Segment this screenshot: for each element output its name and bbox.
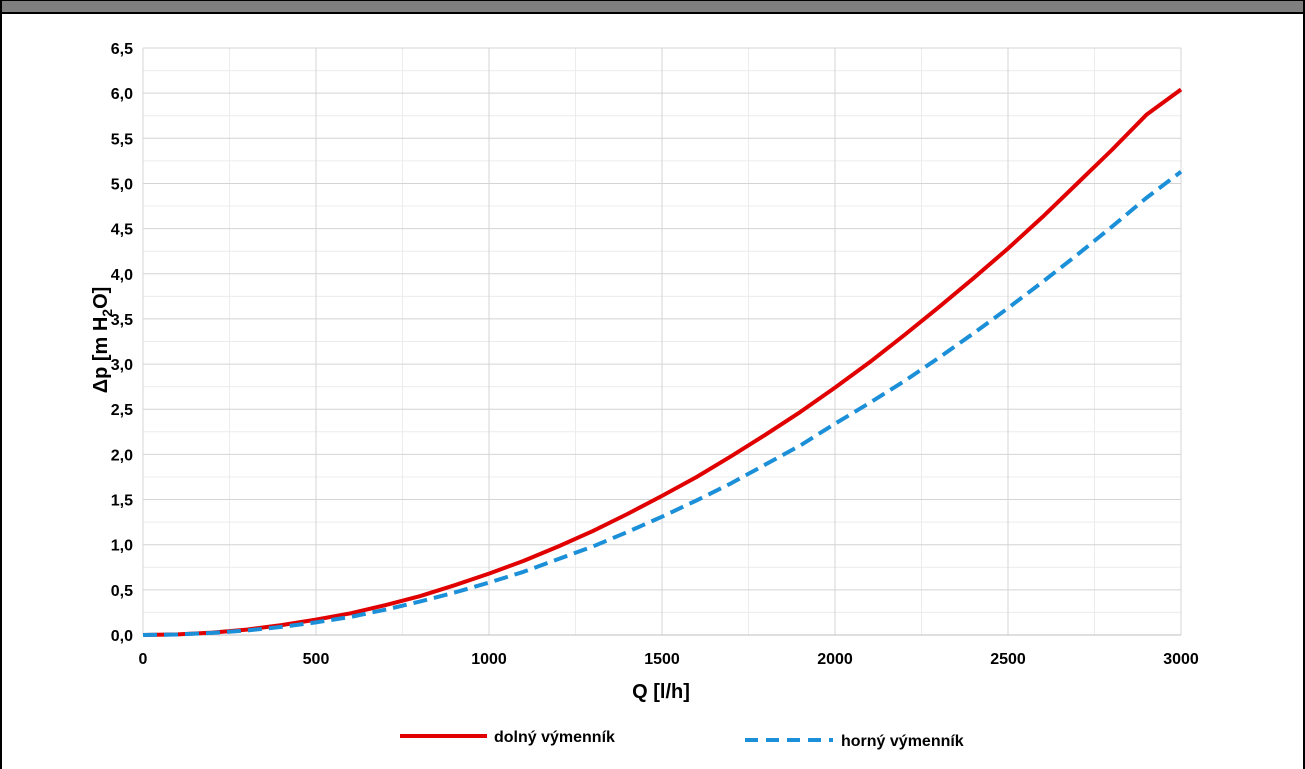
- y-tick-label: 4,5: [111, 222, 133, 239]
- series-layer: [142, 87, 1183, 637]
- axes: [142, 48, 1181, 636]
- series-line-dolny: [142, 87, 1183, 637]
- x-tick-labels: 0 500 1000 1500 2000 2500 3000: [139, 651, 1199, 668]
- y-tick-label: 6,5: [111, 41, 133, 58]
- y-tick-label: 0,5: [111, 583, 133, 600]
- y-tick-label: 1,0: [111, 538, 133, 555]
- series-line-horny: [142, 170, 1183, 637]
- y-tick-label: 0,0: [111, 628, 133, 645]
- y-tick-label: 5,0: [111, 176, 133, 193]
- y-axis-title-end: O]: [90, 287, 112, 309]
- x-tick-label: 3000: [1163, 651, 1199, 668]
- y-tick-label: 1,5: [111, 493, 133, 510]
- x-tick-label: 2500: [990, 651, 1026, 668]
- y-tick-label: 2,0: [111, 447, 133, 464]
- y-tick-label: 2,5: [111, 402, 133, 419]
- x-tick-label: 1500: [644, 651, 680, 668]
- y-tick-label: 5,5: [111, 131, 133, 148]
- legend-label-horny: horný výmenník: [841, 733, 964, 750]
- y-axis-title-subscript: 2: [99, 309, 115, 317]
- y-tick-labels: 0,0 0,5 1,0 1,5 2,0 2,5 3,0 3,5 4,0 4,5 5,0 5,5 6,0 6…: [111, 41, 133, 645]
- legend-label-dolny: dolný výmenník: [494, 729, 615, 746]
- y-axis-title: Δp [m H2O]: [90, 287, 115, 394]
- x-tick-label: 500: [303, 651, 330, 668]
- y-tick-label: 4,0: [111, 267, 133, 284]
- major-grid: [143, 47, 1182, 635]
- x-axis-title: Q [l/h]: [632, 681, 690, 703]
- x-tick-label: 2000: [817, 651, 853, 668]
- y-axis-title-main: Δp [m H: [90, 317, 112, 394]
- frame-right-border: [1303, 0, 1305, 769]
- legend: dolný výmenník horný výmenník: [400, 729, 964, 750]
- y-tick-label: 3,5: [111, 312, 133, 329]
- y-tick-label: 6,0: [111, 86, 133, 103]
- x-tick-label: 1000: [471, 651, 507, 668]
- frame-left-border: [0, 0, 2, 769]
- x-tick-label: 0: [139, 651, 148, 668]
- title-bar: [0, 0, 1305, 14]
- y-tick-label: 3,0: [111, 357, 133, 374]
